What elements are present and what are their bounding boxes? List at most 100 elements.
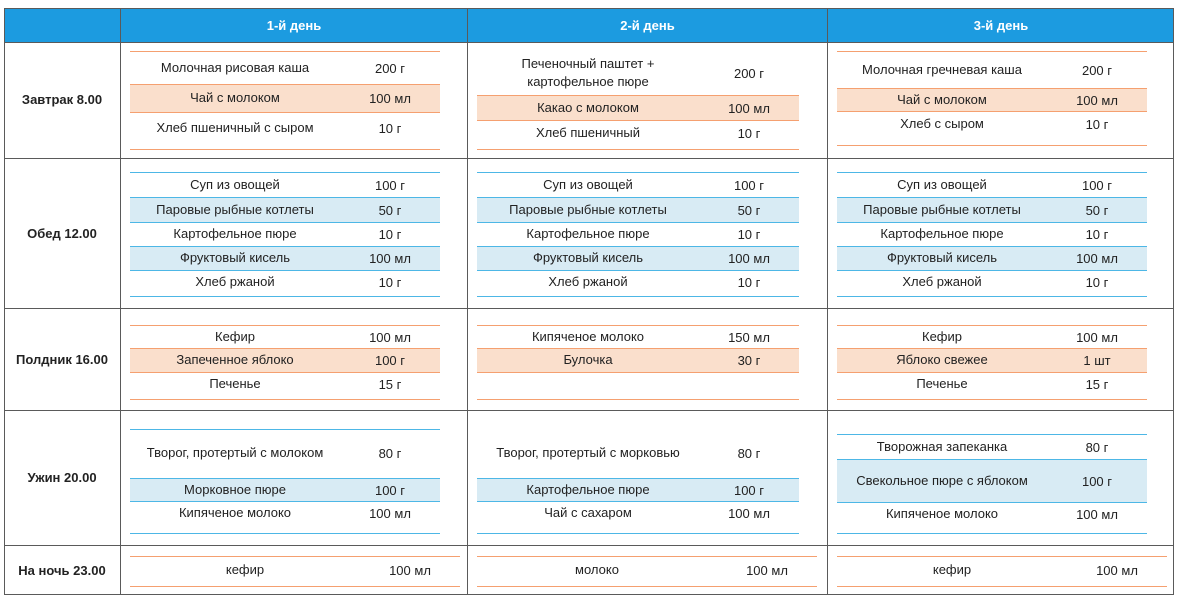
item-name: Кефир bbox=[215, 328, 255, 344]
item-qty: 100 мл bbox=[746, 562, 788, 578]
list-item: Творожная запеканка 80 г bbox=[837, 435, 1147, 459]
list-item: Кефир 100 мл bbox=[837, 326, 1147, 348]
item-qty: 100 г bbox=[1081, 473, 1113, 489]
item-qty: 100 мл bbox=[369, 329, 411, 345]
rule bbox=[477, 586, 817, 587]
list-item: Чай с молоком 100 мл bbox=[130, 85, 440, 112]
item-name: Кипяченое молоко bbox=[885, 505, 999, 521]
rule bbox=[837, 296, 1147, 297]
item-qty: 100 мл bbox=[1076, 506, 1118, 522]
item-name: Фруктовый кисель bbox=[886, 250, 998, 266]
list-item: Запеченное яблоко 100 г bbox=[130, 349, 440, 372]
rule bbox=[477, 533, 799, 534]
item-name: Хлеб ржаной bbox=[195, 274, 275, 290]
rule bbox=[477, 270, 799, 271]
table-border-bottom bbox=[4, 594, 1174, 595]
list-item: Молочная рисовая каша 200 г bbox=[130, 52, 440, 84]
header-day-1: 1-й день bbox=[121, 8, 467, 42]
list-item: Хлеб ржаной 10 г bbox=[130, 271, 440, 294]
rule bbox=[477, 556, 817, 557]
list-item: молоко 100 мл bbox=[477, 558, 817, 582]
list-item: Творог, протертый с морковью 80 г bbox=[477, 430, 799, 476]
rule bbox=[477, 478, 799, 479]
rule bbox=[130, 533, 440, 534]
item-name: Картофельное пюре bbox=[880, 226, 1004, 242]
list-item: Молочная гречневая каша 200 г bbox=[837, 52, 1147, 88]
list-item: Яблоко свежее 1 шт bbox=[837, 349, 1147, 372]
item-qty: 100 г bbox=[733, 177, 765, 193]
rule bbox=[477, 372, 799, 373]
item-qty: 100 мл bbox=[389, 562, 431, 578]
list-item: кефир 100 мл bbox=[837, 558, 1167, 582]
rule bbox=[837, 556, 1167, 557]
rule bbox=[837, 88, 1147, 89]
item-qty: 30 г bbox=[737, 353, 761, 368]
list-item: Кефир 100 мл bbox=[130, 326, 440, 348]
list-item: Чай с сахаром 100 мл bbox=[477, 502, 799, 524]
item-name: кефир bbox=[932, 561, 972, 577]
item-qty: 50 г bbox=[378, 202, 402, 218]
rule bbox=[130, 372, 440, 373]
item-qty: 200 г bbox=[733, 65, 765, 81]
list-item: Кипяченое молоко 100 мл bbox=[130, 502, 440, 524]
item-name: Чай с молоком bbox=[897, 91, 987, 107]
item-name: Кипяченое молоко bbox=[531, 328, 645, 344]
rule bbox=[130, 429, 440, 430]
item-qty: 10 г bbox=[378, 120, 402, 136]
item-name: Молочная рисовая каша bbox=[160, 59, 310, 75]
rule bbox=[837, 533, 1147, 534]
rule bbox=[477, 172, 799, 173]
rule bbox=[130, 296, 440, 297]
item-qty: 10 г bbox=[378, 227, 402, 242]
list-item: Печенье 15 г bbox=[130, 373, 440, 395]
item-qty: 100 мл bbox=[728, 251, 770, 266]
list-item: Кипяченое молоко 100 мл bbox=[837, 503, 1147, 525]
item-qty: 80 г bbox=[1085, 439, 1109, 455]
item-qty: 100 мл bbox=[728, 505, 770, 521]
item-name: Булочка bbox=[563, 352, 613, 368]
item-qty: 50 г bbox=[1085, 202, 1109, 218]
item-name: Хлеб ржаной bbox=[902, 274, 982, 290]
item-qty: 100 г bbox=[374, 177, 406, 193]
item-name: Паровые рыбные котлеты bbox=[509, 201, 667, 217]
rule bbox=[477, 501, 799, 502]
list-item: Хлеб ржаной 10 г bbox=[837, 271, 1147, 294]
item-name: Паровые рыбные котлеты bbox=[156, 201, 314, 217]
item-qty: 15 г bbox=[1085, 376, 1109, 392]
item-name: Запеченное яблоко bbox=[176, 352, 294, 368]
header-day-3: 3-й день bbox=[828, 8, 1174, 42]
rule bbox=[477, 149, 799, 150]
item-qty: 100 мл bbox=[369, 91, 411, 106]
rule bbox=[837, 586, 1167, 587]
rule bbox=[130, 51, 440, 52]
item-qty: 10 г bbox=[1085, 116, 1109, 132]
item-qty: 10 г bbox=[737, 125, 761, 141]
item-name: Молочная гречневая каша bbox=[862, 61, 1022, 77]
rule bbox=[837, 459, 1147, 460]
meal-label-lunch: Обед 12.00 bbox=[27, 225, 97, 241]
row-divider bbox=[4, 42, 1174, 43]
row-divider bbox=[4, 410, 1174, 411]
item-qty: 100 г bbox=[1081, 177, 1113, 193]
rule bbox=[130, 478, 440, 479]
item-name: Суп из овощей bbox=[543, 176, 633, 192]
rule bbox=[130, 501, 440, 502]
row-divider bbox=[4, 308, 1174, 309]
rule bbox=[837, 270, 1147, 271]
rule bbox=[130, 399, 440, 400]
list-item: Кипяченое молоко 150 мл bbox=[477, 326, 799, 348]
item-qty: 100 мл bbox=[1076, 92, 1118, 108]
row-divider bbox=[4, 545, 1174, 546]
list-item: Фруктовый кисель 100 мл bbox=[130, 247, 440, 270]
item-qty: 100 мл bbox=[1076, 329, 1118, 345]
item-qty: 10 г bbox=[737, 227, 761, 242]
table-border-left bbox=[4, 8, 5, 595]
list-item: Суп из овощей 100 г bbox=[837, 173, 1147, 197]
list-item: Морковное пюре 100 г bbox=[130, 479, 440, 501]
rule bbox=[477, 348, 799, 349]
item-qty: 10 г bbox=[1085, 227, 1109, 242]
rule bbox=[130, 149, 440, 150]
item-name: Хлеб пшеничный с сыром bbox=[156, 119, 314, 135]
list-item: Картофельное пюре 10 г bbox=[477, 223, 799, 246]
list-item: Паровые рыбные котлеты 50 г bbox=[837, 198, 1147, 222]
